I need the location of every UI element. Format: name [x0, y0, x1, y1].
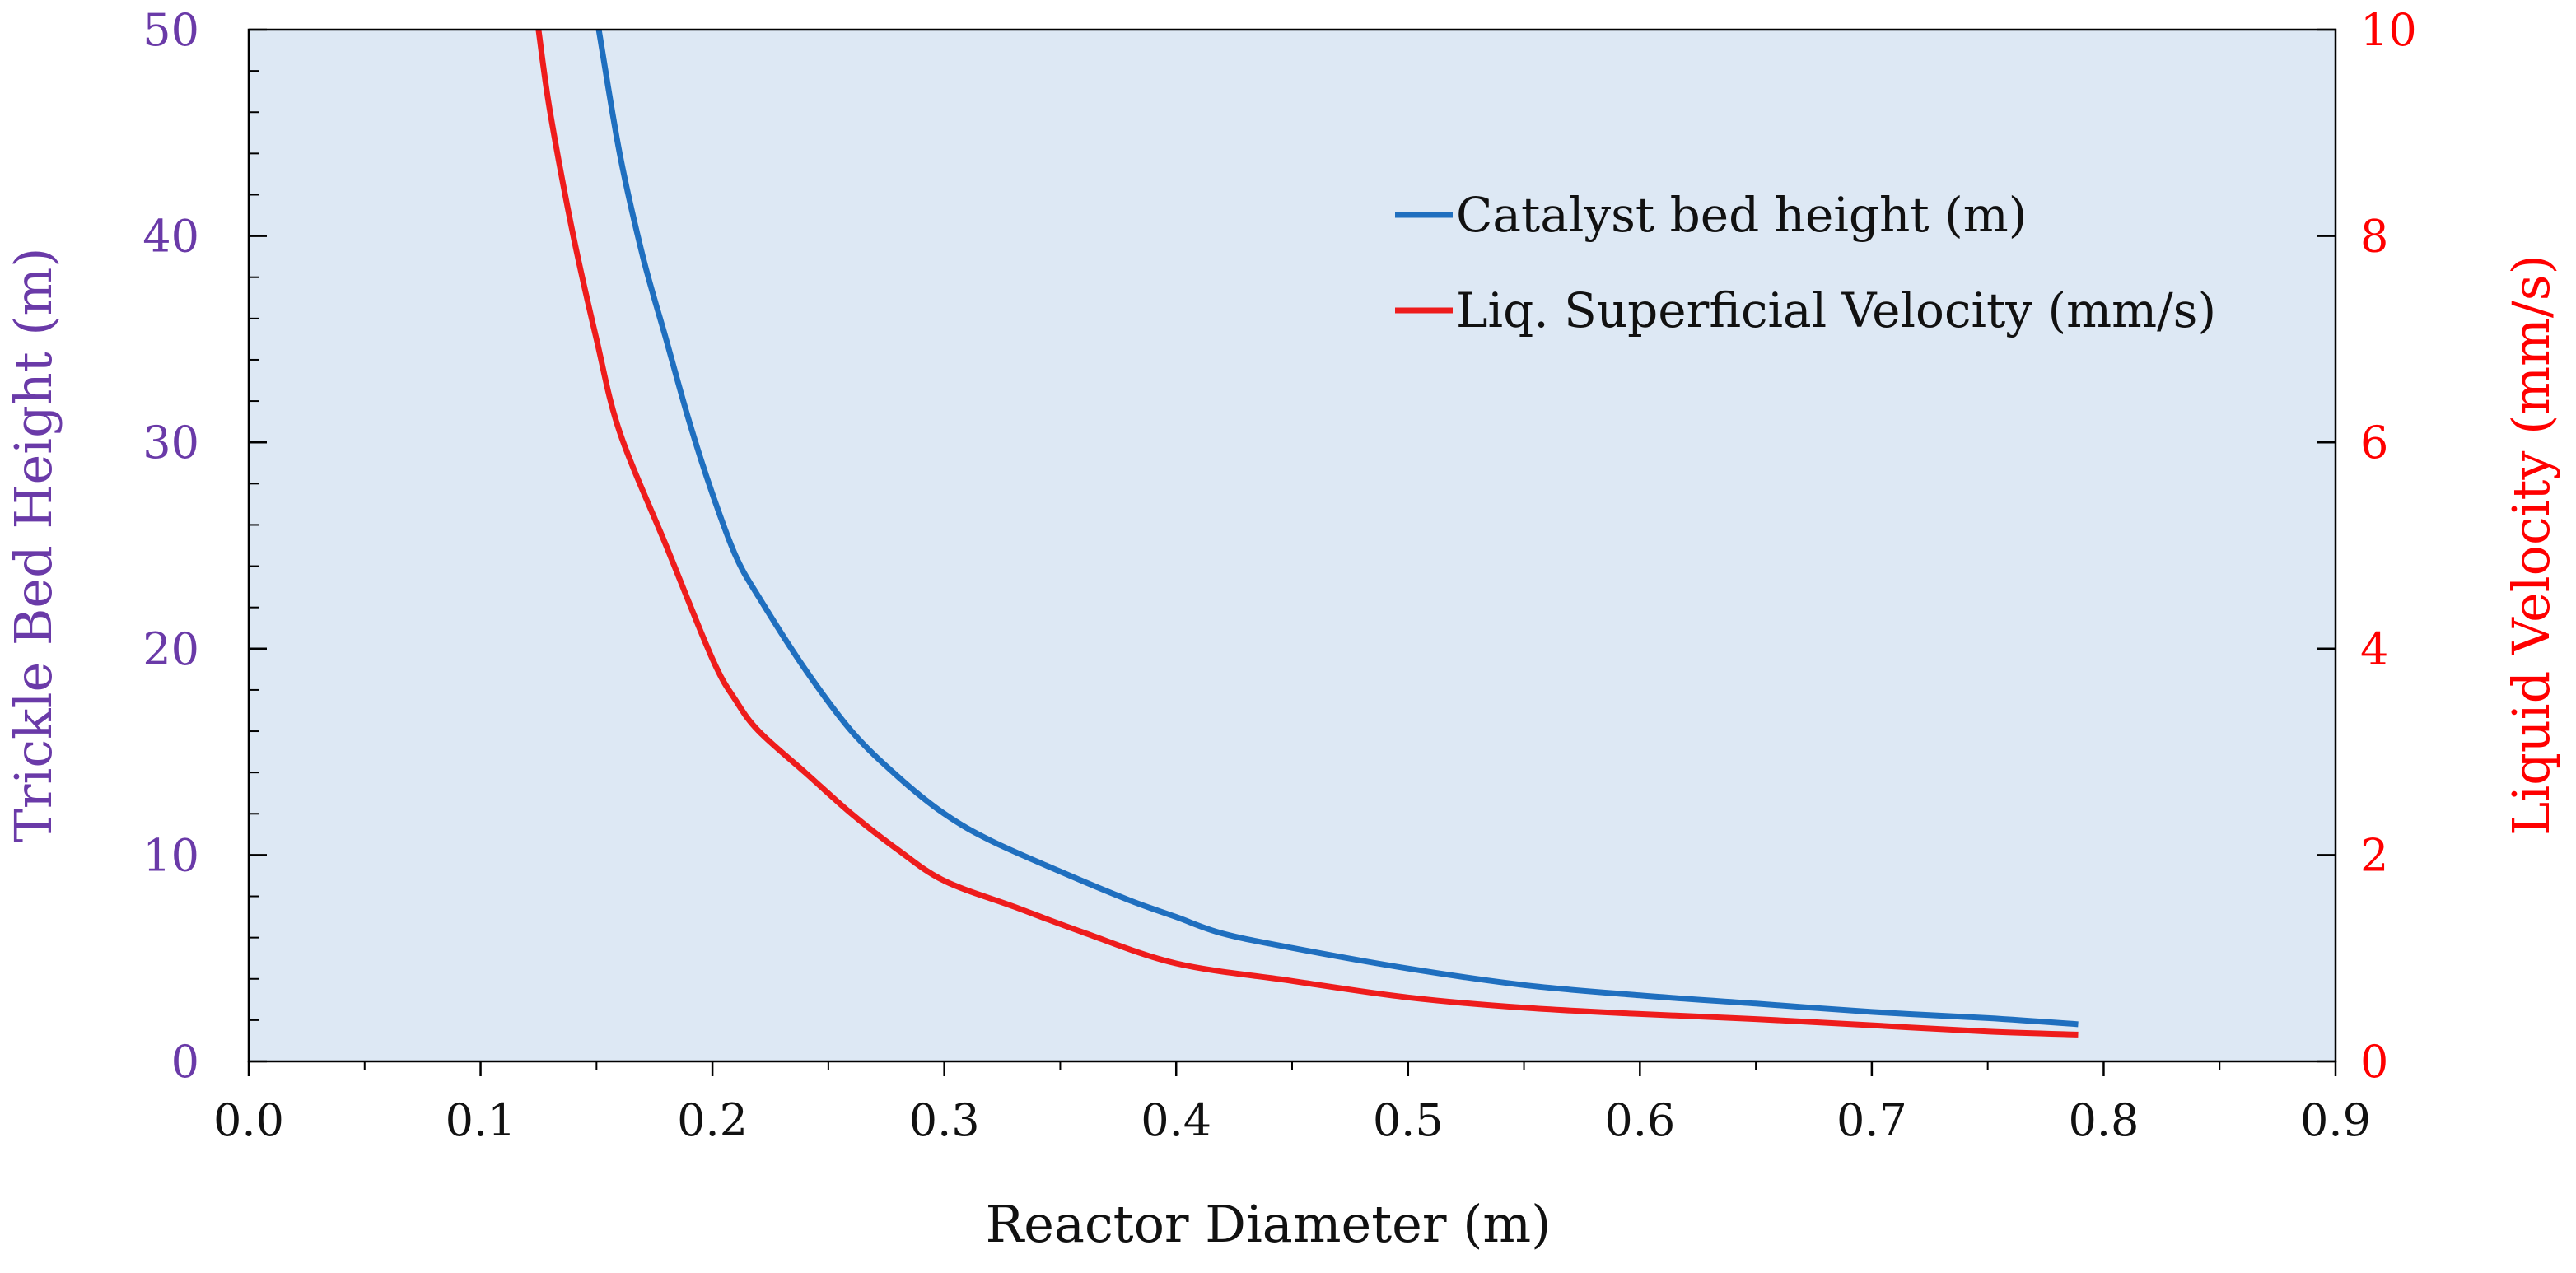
major-ticks — [247, 28, 2337, 1076]
y-left-tick-label: 20 — [142, 623, 199, 675]
y-right-tick-label: 4 — [2360, 623, 2388, 675]
y-left-tick-label: 50 — [142, 4, 199, 56]
x-tick-label: 0.7 — [1836, 1094, 1907, 1146]
x-tick-label: 0.0 — [213, 1094, 284, 1146]
series-line-liquid-velocity — [535, 29, 2079, 1038]
series-layer — [535, 29, 2079, 1038]
x-tick-labels: 0.0 0.1 0.2 0.3 0.4 0.5 0.6 0.7 0.8 0.9 — [213, 1094, 2371, 1146]
legend: Catalyst bed height (m) Liq. Superficial… — [1395, 187, 2216, 338]
y-right-tick-label: 2 — [2360, 829, 2388, 881]
y-left-tick-label: 30 — [142, 417, 199, 469]
y-left-tick-labels: 0 10 20 30 40 50 — [142, 4, 199, 1088]
x-tick-label: 0.4 — [1141, 1094, 1211, 1146]
legend-label-velocity: Liq. Superficial Velocity (mm/s) — [1456, 282, 2216, 338]
plot-background — [249, 30, 2336, 1061]
plot-frame — [247, 28, 2337, 1063]
y-left-axis-title: Trickle Bed Height (m) — [3, 248, 63, 843]
x-axis-title: Reactor Diameter (m) — [986, 1194, 1552, 1254]
series-line-catalyst-bed-height — [595, 29, 2079, 1028]
y-right-tick-label: 8 — [2360, 211, 2388, 263]
x-tick-label: 0.3 — [909, 1094, 980, 1146]
y-left-tick-label: 0 — [171, 1036, 199, 1088]
x-tick-label: 0.9 — [2300, 1094, 2371, 1146]
y-right-tick-label: 10 — [2360, 4, 2417, 56]
legend-label-catalyst: Catalyst bed height (m) — [1456, 187, 2027, 243]
x-tick-label: 0.2 — [677, 1094, 748, 1146]
y-left-tick-label: 10 — [142, 829, 199, 881]
x-tick-label: 0.6 — [1604, 1094, 1675, 1146]
y-right-tick-label: 0 — [2360, 1036, 2388, 1088]
x-tick-label: 0.5 — [1373, 1094, 1444, 1146]
y-right-axis-title: Liquid Velocity (mm/s) — [2501, 254, 2561, 836]
y-left-tick-label: 40 — [142, 211, 199, 263]
y-right-tick-label: 6 — [2360, 417, 2388, 469]
y-right-tick-labels: 0 2 4 6 8 10 — [2360, 4, 2417, 1088]
minor-ticks — [249, 70, 2221, 1070]
x-tick-label: 0.1 — [446, 1094, 516, 1146]
x-tick-label: 0.8 — [2068, 1094, 2139, 1146]
